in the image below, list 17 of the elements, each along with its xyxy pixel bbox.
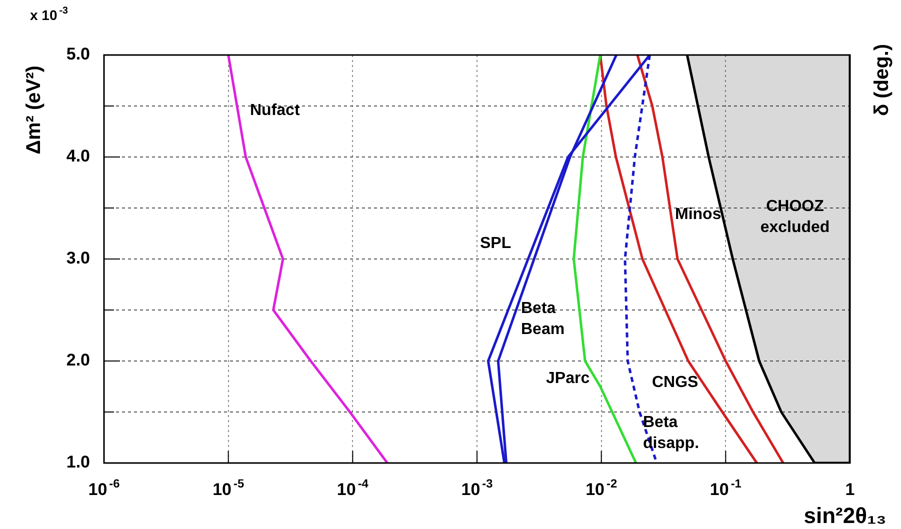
series-label: Beta Beam [521,300,565,338]
y-tick-label: 3.0 [66,248,90,268]
x-axis-title: sin²2θ₁₃ [804,503,886,528]
series-label: JParc [546,370,590,387]
series-label: CHOOZ excluded [760,198,830,236]
x-tick-label: 1 [845,480,855,499]
y2-axis-title: δ (deg.) [871,44,893,116]
y-axis-title: Δm² (eV²) [23,66,45,154]
series-label: Minos [675,206,722,223]
y-tick-label: 2.0 [66,350,90,370]
y-tick-label: 4.0 [66,146,90,166]
series-label: CNGS [652,374,699,391]
y-tick-label: 5.0 [66,44,90,64]
series-label: Beta disapp. [643,414,700,452]
series-label: Nufact [250,102,300,119]
y-tick-label: 1.0 [66,452,90,472]
series-label: SPL [480,235,512,252]
